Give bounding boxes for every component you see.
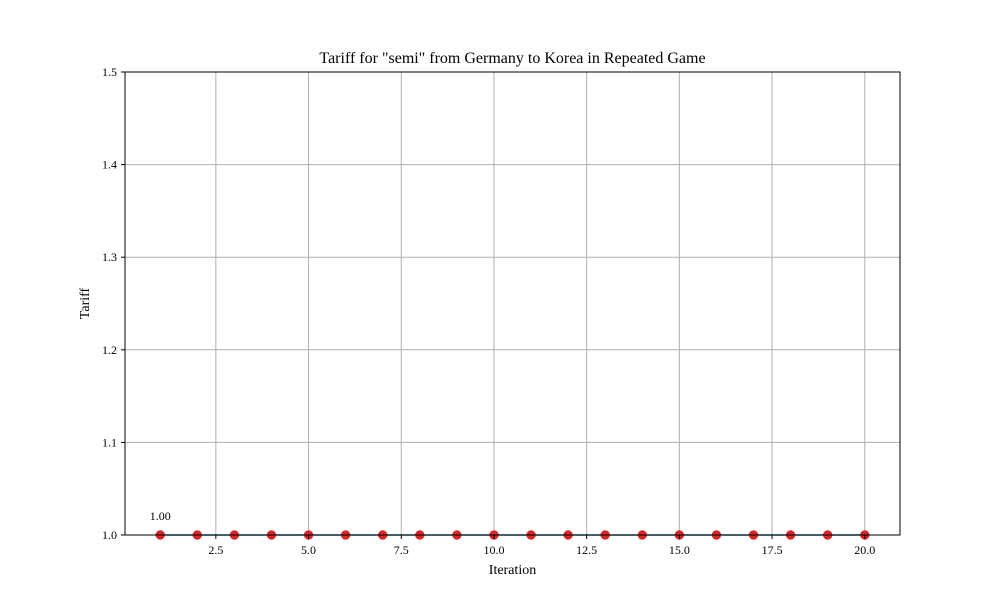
axis-ticks: 2.5 5.0 7.5 10.0 12.5 15.0 17.5 20.0 1.0 1.1 1.2 1.… [102,65,875,557]
x-tick-label: 15.0 [669,543,690,557]
y-tick-label: 1.5 [102,65,117,79]
x-tick-label: 10.0 [483,543,504,557]
y-tick-label: 1.0 [102,528,117,542]
y-tick-label: 1.4 [102,158,117,172]
x-tick-label: 5.0 [301,543,316,557]
y-tick-label: 1.1 [102,435,117,449]
x-axis-title: Iteration [489,563,536,578]
chart-title: Tariff for "semi" from Germany to Korea … [319,50,705,67]
plot-frame [124,71,901,536]
y-tick-label: 1.3 [102,250,117,264]
x-tick-label: 2.5 [208,543,223,557]
x-tick-label: 12.5 [576,543,597,557]
data-label: 1.00 [150,509,171,523]
y-axis-title: Tariff [78,287,93,319]
x-tick-label: 20.0 [854,543,875,557]
x-tick-label: 17.5 [762,543,783,557]
y-tick-label: 1.2 [102,343,117,357]
x-tick-label: 7.5 [394,543,409,557]
